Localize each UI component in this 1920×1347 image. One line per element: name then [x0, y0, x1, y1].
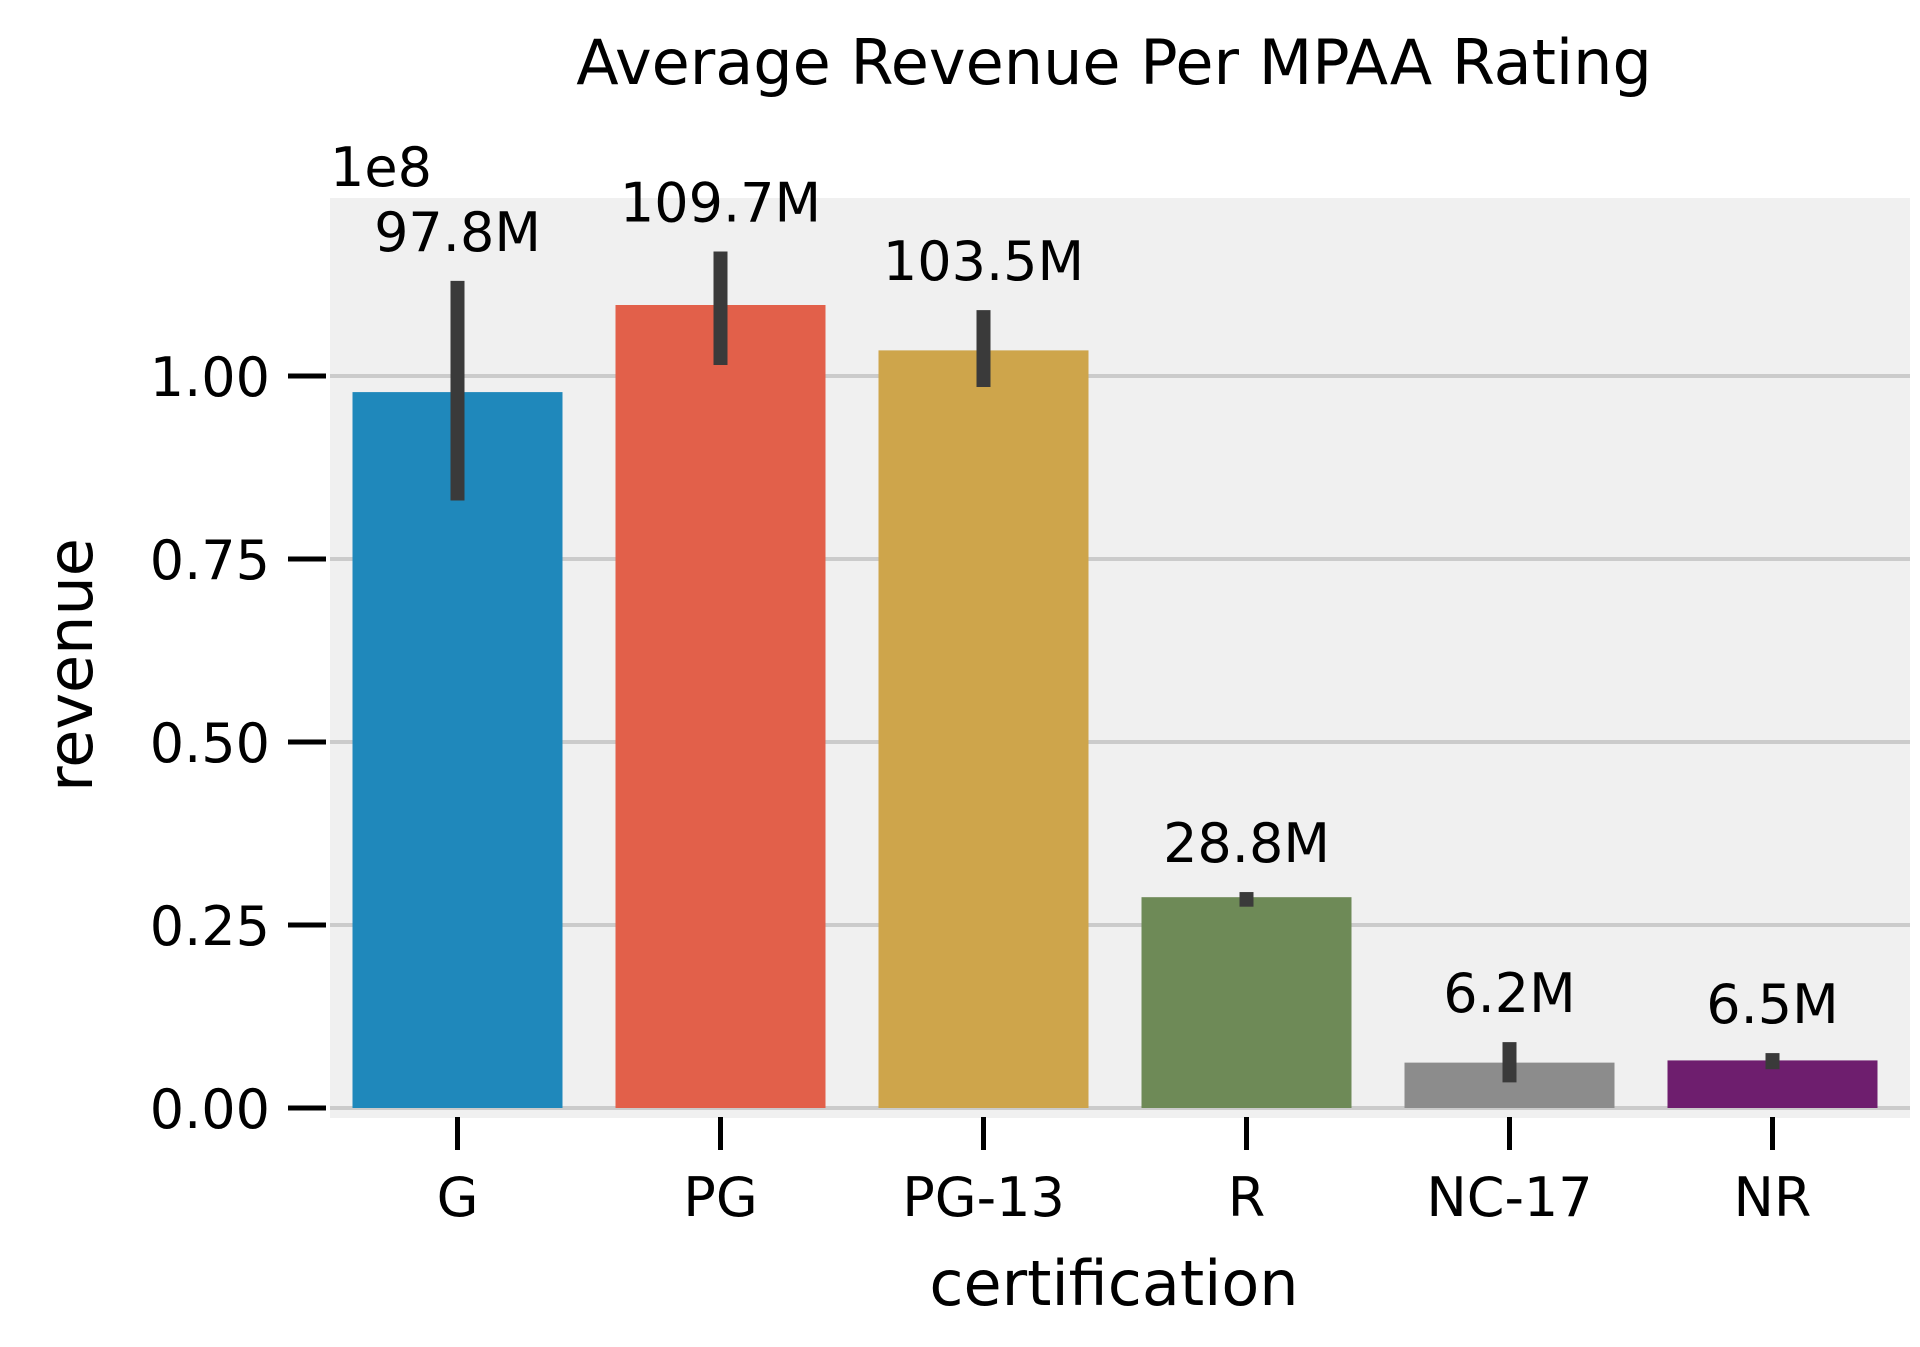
bar-pg-13 [878, 350, 1089, 1108]
x-tick-label: NC-17 [1426, 1166, 1592, 1229]
data-label: 6.5M [1706, 973, 1838, 1036]
y-tick-label: 1.00 [150, 346, 270, 409]
x-tick-label: G [437, 1166, 479, 1229]
data-label: 109.7M [620, 172, 821, 235]
x-tick-label: PG [683, 1166, 757, 1229]
y-axis-label: revenue [34, 538, 107, 792]
y-tick-label: 0.00 [150, 1078, 270, 1141]
y-tick-label: 0.50 [150, 712, 270, 775]
x-tick-label: PG-13 [902, 1166, 1065, 1229]
data-label: 97.8M [374, 201, 541, 264]
bar-g [352, 392, 563, 1108]
data-label: 28.8M [1163, 812, 1330, 875]
bar-r [1141, 897, 1352, 1108]
x-tick-label: R [1228, 1166, 1266, 1229]
plot-area [330, 198, 1910, 1118]
x-tick-label: NR [1734, 1166, 1812, 1229]
bar-pg [615, 304, 826, 1109]
chart-title: Average Revenue Per MPAA Rating [576, 26, 1652, 99]
x-axis-label: certification [929, 1247, 1298, 1320]
data-label: 6.2M [1443, 962, 1575, 1025]
y-tick-label: 0.75 [150, 529, 270, 592]
y-tick-label: 0.25 [150, 895, 270, 958]
y-offset-text: 1e8 [330, 136, 432, 199]
data-label: 103.5M [883, 230, 1084, 293]
